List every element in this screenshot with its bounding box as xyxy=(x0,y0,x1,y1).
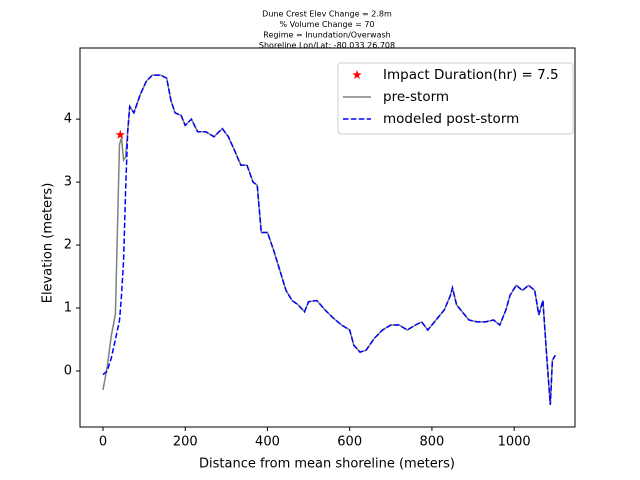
legend-marker xyxy=(352,70,362,79)
y-tick-label: 3 xyxy=(64,175,72,190)
x-tick-label: 200 xyxy=(173,435,198,450)
x-tick-label: 800 xyxy=(420,435,445,450)
y-tick-label: 2 xyxy=(64,238,72,253)
chart-title: % Volume Change = 70 xyxy=(279,20,374,29)
chart-title: Shoreline Lon/Lat: -80.033 26.708 xyxy=(259,41,395,50)
x-axis-label: Distance from mean shoreline (meters) xyxy=(199,457,455,472)
x-tick-label: 1000 xyxy=(498,435,531,450)
legend-box xyxy=(337,62,574,135)
x-tick-label: 400 xyxy=(255,435,280,450)
series-line xyxy=(102,74,556,406)
legend-label: pre-storm xyxy=(383,89,449,105)
legend-label: modeled post-storm xyxy=(383,111,519,127)
x-tick-label: 0 xyxy=(99,435,107,450)
legend-label: Impact Duration(hr) = 7.5 xyxy=(383,67,559,83)
chart-title: Dune Crest Elev Change = 2.8m xyxy=(262,10,392,19)
y-tick-label: 4 xyxy=(64,112,72,127)
chart-title: Regime = Inundation/Overwash xyxy=(263,31,390,40)
x-tick-label: 600 xyxy=(337,435,362,450)
y-axis-label: Elevation (meters) xyxy=(41,183,56,304)
y-tick-label: 1 xyxy=(64,301,72,316)
impact-marker xyxy=(115,129,125,139)
axes-frame xyxy=(79,47,576,428)
y-tick-label: 0 xyxy=(64,363,72,378)
